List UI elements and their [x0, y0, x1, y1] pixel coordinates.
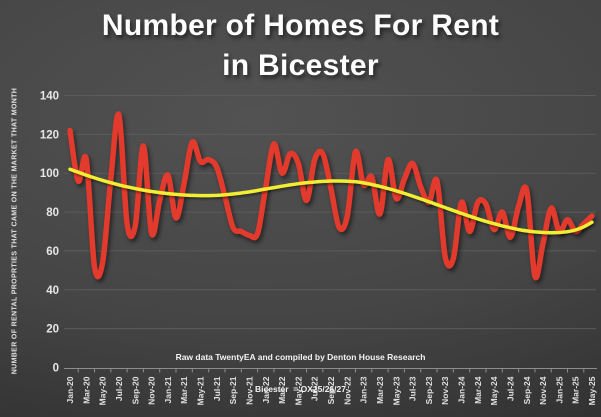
x-tick-label: Sep-23 — [424, 376, 434, 404]
y-tick-label: 140 — [40, 91, 59, 103]
x-tick-label: Jan-25 — [554, 376, 564, 403]
x-tick-label: Mar-25 — [571, 376, 581, 404]
chart-title-line2: in Bicester — [222, 49, 379, 82]
x-tick-label: May-25 — [587, 376, 597, 405]
chart-annotation: Raw data TwentyEA and compiled by Denton… — [0, 331, 601, 417]
trend-series-line — [68, 167, 594, 235]
chart-title: Number of Homes For Rent in Bicester — [0, 6, 601, 86]
y-tick-label: 40 — [46, 285, 59, 297]
x-tick-label: May-24 — [489, 376, 499, 405]
y-tick-label: 60 — [46, 246, 59, 258]
annotation-source: Raw data TwentyEA and compiled by Denton… — [175, 352, 426, 362]
x-tick-label: Nov-24 — [538, 376, 548, 405]
x-tick-label: Mar-21 — [179, 376, 189, 404]
annotation-legend: Red line actual number - Yellow line - t… — [0, 415, 601, 417]
x-tick-label: Nov-20 — [147, 376, 157, 405]
x-tick-label: Jul-24 — [505, 376, 515, 401]
y-tick-label: 120 — [40, 129, 59, 141]
x-tick-label: May-22 — [293, 376, 303, 405]
x-tick-label: Jan-21 — [163, 376, 173, 403]
x-tick-label: Sep-24 — [522, 376, 532, 404]
y-tick-label: 80 — [46, 207, 59, 219]
x-tick-label: Mar-22 — [277, 376, 287, 404]
x-tick-label: Sep-20 — [130, 376, 140, 404]
x-tick-label: Mar-20 — [81, 376, 91, 404]
x-tick-label: Jan-23 — [359, 376, 369, 403]
chart-title-line1: Number of Homes For Rent — [101, 9, 500, 42]
x-tick-label: Jan-24 — [457, 376, 467, 403]
x-tick-label: May-21 — [196, 376, 206, 405]
y-tick-label: 0 — [53, 363, 59, 375]
actual-series-line — [67, 111, 595, 281]
y-tick-label: 100 — [40, 168, 59, 180]
x-tick-label: Jul-21 — [212, 376, 222, 401]
x-tick-label: Jan-20 — [65, 376, 75, 403]
x-tick-label: Jul-20 — [114, 376, 124, 401]
x-tick-label: May-20 — [98, 376, 108, 405]
x-tick-label: Jul-23 — [408, 376, 418, 401]
x-tick-label: May-23 — [391, 376, 401, 405]
x-tick-label: Mar-24 — [473, 376, 483, 404]
x-tick-label: Jul-22 — [310, 376, 320, 401]
x-tick-label: Sep-21 — [228, 376, 238, 404]
annotation-postcodes: Bicester = OX25/26/27 — [255, 383, 346, 394]
x-tick-label: Jan-22 — [261, 376, 271, 403]
x-tick-label: Mar-23 — [375, 376, 385, 404]
y-tick-label: 20 — [46, 324, 59, 336]
x-tick-label: Nov-23 — [440, 376, 450, 405]
x-tick-label: Sep-22 — [326, 376, 336, 404]
x-tick-label: Nov-21 — [244, 376, 254, 405]
x-tick-label: Nov-22 — [342, 376, 352, 405]
